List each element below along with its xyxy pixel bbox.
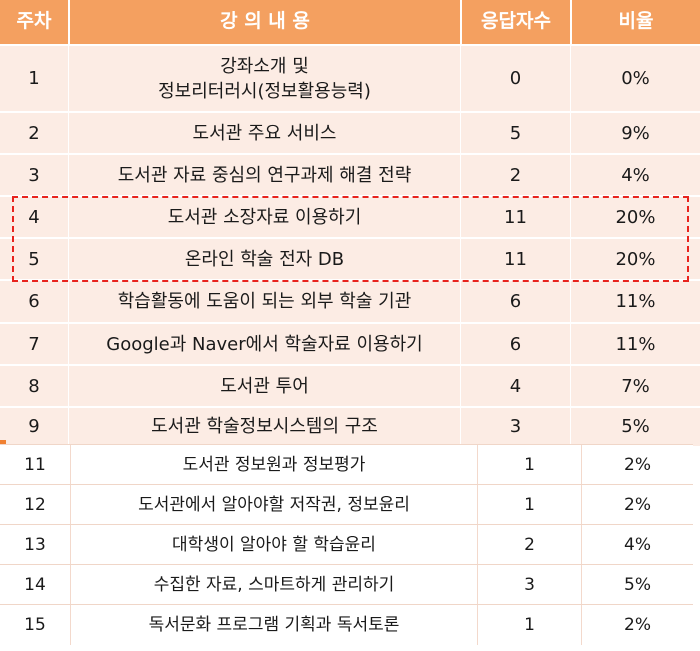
ratio-cell: 5% <box>581 565 693 605</box>
responses-cell: 3 <box>477 565 581 605</box>
ratio-cell: 2% <box>581 485 693 525</box>
header-content: 강 의 내 용 <box>68 0 460 44</box>
table-row: 2 도서관 주요 서비스 5 9% <box>0 111 700 155</box>
table-header: 주차 강 의 내 용 응답자수 비율 <box>0 0 700 44</box>
table-row: 3 도서관 자료 중심의 연구과제 해결 전략 2 4% <box>0 153 700 197</box>
responses-cell: 1 <box>477 445 581 485</box>
content-cell: 대학생이 알아야 할 학습윤리 <box>70 525 477 565</box>
table-row: 4 도서관 소장자료 이용하기 11 20% <box>0 195 700 239</box>
table-row: 7 Google과 Naver에서 학술자료 이용하기 6 11% <box>0 322 700 366</box>
week-cell: 1 <box>0 46 68 113</box>
ratio-cell: 20% <box>570 239 700 281</box>
week-cell: 11 <box>0 445 70 485</box>
ratio-cell: 5% <box>570 408 700 446</box>
week-cell: 12 <box>0 485 70 525</box>
ratio-cell: 9% <box>570 113 700 155</box>
week-cell: 7 <box>0 324 68 366</box>
table-row: 13 대학생이 알아야 할 학습윤리 2 4% <box>0 524 693 565</box>
week-cell: 13 <box>0 525 70 565</box>
responses-cell: 6 <box>460 281 570 324</box>
ratio-cell: 4% <box>570 155 700 197</box>
content-cell: 도서관 학술정보시스템의 구조 <box>68 408 460 446</box>
week-cell: 9 <box>0 408 68 446</box>
responses-cell: 3 <box>460 408 570 446</box>
table-row: 11 도서관 정보원과 정보평가 1 2% <box>0 444 693 485</box>
week-cell: 14 <box>0 565 70 605</box>
table-row: 6 학습활동에 도움이 되는 외부 학술 기관 6 11% <box>0 279 700 324</box>
responses-cell: 2 <box>477 525 581 565</box>
content-cell: 도서관 자료 중심의 연구과제 해결 전략 <box>68 155 460 197</box>
content-cell: 독서문화 프로그램 기획과 독서토론 <box>70 605 477 645</box>
responses-cell: 2 <box>460 155 570 197</box>
content-line: 정보리터러시(정보활용능력) <box>158 80 371 102</box>
responses-cell: 11 <box>460 239 570 281</box>
week-cell: 8 <box>0 366 68 408</box>
content-cell: 도서관 투어 <box>68 366 460 408</box>
responses-cell: 5 <box>460 113 570 155</box>
table-row: 15 독서문화 프로그램 기획과 독서토론 1 2% <box>0 604 693 645</box>
content-cell: 수집한 자료, 스마트하게 관리하기 <box>70 565 477 605</box>
week-cell: 5 <box>0 239 68 281</box>
week-cell: 3 <box>0 155 68 197</box>
ratio-cell: 2% <box>581 605 693 645</box>
content-cell: Google과 Naver에서 학술자료 이용하기 <box>68 324 460 366</box>
content-cell: 온라인 학술 전자 DB <box>68 239 460 281</box>
responses-cell: 1 <box>477 485 581 525</box>
table-row: 5 온라인 학술 전자 DB 11 20% <box>0 237 700 281</box>
content-line: 강좌소개 및 <box>220 56 309 78</box>
responses-cell: 0 <box>460 46 570 113</box>
week-cell: 4 <box>0 197 68 239</box>
table-row: 8 도서관 투어 4 7% <box>0 364 700 408</box>
week-cell: 15 <box>0 605 70 645</box>
table-row: 9 도서관 학술정보시스템의 구조 3 5% <box>0 406 700 446</box>
responses-cell: 6 <box>460 324 570 366</box>
ratio-cell: 4% <box>581 525 693 565</box>
ratio-cell: 7% <box>570 366 700 408</box>
header-responses: 응답자수 <box>460 0 570 44</box>
week-cell: 6 <box>0 281 68 324</box>
responses-cell: 1 <box>477 605 581 645</box>
header-week: 주차 <box>0 0 68 44</box>
ratio-cell: 20% <box>570 197 700 239</box>
content-cell: 학습활동에 도움이 되는 외부 학술 기관 <box>68 281 460 324</box>
section-marker <box>0 440 6 444</box>
content-cell: 강좌소개 및 정보리터러시(정보활용능력) <box>68 46 460 113</box>
table-row: 12 도서관에서 알아야할 저작권, 정보윤리 1 2% <box>0 484 693 525</box>
table-row: 14 수집한 자료, 스마트하게 관리하기 3 5% <box>0 564 693 605</box>
ratio-cell: 11% <box>570 281 700 324</box>
header-ratio: 비율 <box>570 0 700 44</box>
content-cell: 도서관 주요 서비스 <box>68 113 460 155</box>
week-cell: 2 <box>0 113 68 155</box>
table-row: 1 강좌소개 및 정보리터러시(정보활용능력) 0 0% <box>0 44 700 113</box>
responses-cell: 11 <box>460 197 570 239</box>
responses-cell: 4 <box>460 366 570 408</box>
ratio-cell: 2% <box>581 445 693 485</box>
ratio-cell: 0% <box>570 46 700 113</box>
content-cell: 도서관 소장자료 이용하기 <box>68 197 460 239</box>
ratio-cell: 11% <box>570 324 700 366</box>
content-cell: 도서관 정보원과 정보평가 <box>70 445 477 485</box>
content-cell: 도서관에서 알아야할 저작권, 정보윤리 <box>70 485 477 525</box>
